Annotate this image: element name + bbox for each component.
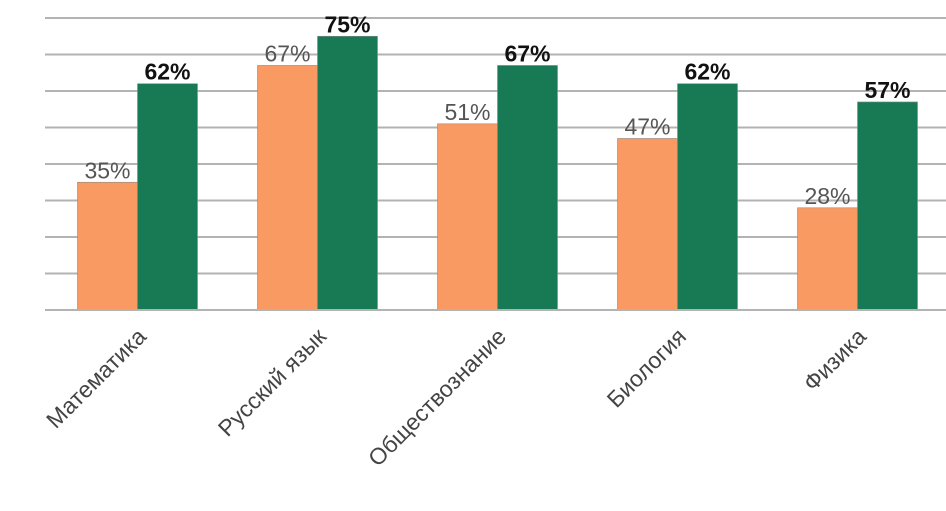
- data-label-1-1: 35%: [84, 157, 130, 183]
- category-label-4: Биология: [602, 323, 691, 412]
- bar-1-3: [437, 123, 498, 311]
- data-labels: 35% 62% 67% 75% 51% 67% 47% 62% 28% 57%: [84, 11, 910, 209]
- bars: [77, 35, 918, 311]
- data-label-2-2: 75%: [324, 11, 370, 37]
- bar-2-1: [137, 83, 198, 311]
- data-label-2-4: 62%: [684, 59, 730, 85]
- data-label-2-5: 57%: [864, 77, 910, 103]
- category-label-2: Русский язык: [213, 322, 332, 441]
- data-label-2-3: 67%: [504, 40, 550, 66]
- bar-2-3: [497, 65, 558, 311]
- bar-2-5: [857, 101, 918, 311]
- data-label-1-2: 67%: [264, 40, 310, 66]
- bar-2-4: [677, 83, 738, 311]
- bar-1-5: [797, 207, 858, 311]
- bar-2-2: [317, 35, 378, 311]
- bar-1-1: [77, 181, 138, 311]
- bar-1-4: [617, 138, 678, 311]
- category-tick-labels: Математика Русский язык Обществознание Биол…: [41, 322, 871, 471]
- data-label-1-5: 28%: [804, 183, 850, 209]
- data-label-1-4: 47%: [624, 113, 670, 139]
- bar-1-2: [257, 65, 318, 311]
- data-label-1-3: 51%: [444, 99, 490, 125]
- category-label-5: Физика: [798, 323, 871, 396]
- data-label-2-1: 62%: [144, 59, 190, 85]
- category-label-1: Математика: [41, 323, 151, 433]
- category-label-3: Обществознание: [363, 323, 511, 471]
